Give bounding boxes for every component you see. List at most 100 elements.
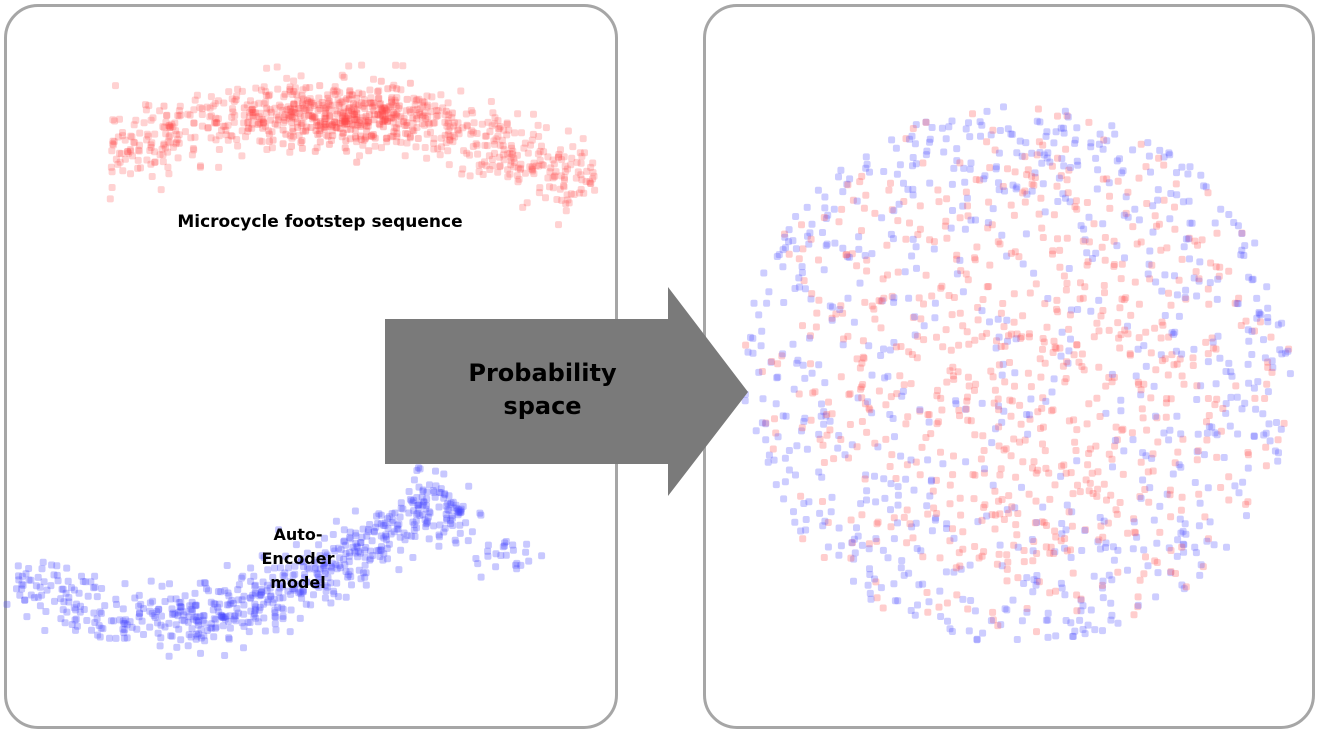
red-cluster-point	[109, 140, 117, 148]
mixed-red-point	[912, 458, 920, 466]
blue-cluster-point	[186, 602, 194, 610]
red-cluster-point	[307, 112, 315, 120]
red-cluster-point	[367, 132, 375, 140]
mixed-red-point	[1012, 473, 1020, 481]
red-cluster-point	[364, 118, 371, 126]
mixed-blue-point	[829, 303, 837, 311]
mixed-blue-point	[1173, 552, 1181, 560]
red-cluster-point	[242, 133, 249, 141]
mixed-blue-point	[1081, 527, 1089, 534]
blue-cluster-point	[50, 571, 58, 579]
mixed-red-point	[1121, 326, 1129, 334]
mixed-blue-point	[902, 475, 910, 483]
mixed-blue-point	[1014, 543, 1022, 551]
mixed-red-point	[1174, 448, 1182, 456]
blue-cluster-point	[414, 501, 422, 509]
mixed-red-point	[1054, 235, 1061, 243]
mixed-blue-point	[1190, 345, 1198, 353]
blue-cluster-point	[209, 606, 217, 614]
red-cluster-point	[489, 109, 497, 117]
blue-cluster-point	[366, 556, 374, 564]
mixed-blue-point	[1193, 448, 1201, 456]
mixed-red-point	[1073, 607, 1081, 615]
mixed-blue-point	[945, 123, 953, 131]
blue-cluster-point	[450, 504, 458, 512]
blue-cluster-point	[98, 585, 106, 592]
mixed-blue-point	[1096, 130, 1104, 138]
mixed-blue-point	[830, 205, 838, 213]
blue-cluster-point	[247, 564, 255, 572]
mixed-blue-point	[1135, 216, 1143, 224]
mixed-red-point	[873, 520, 881, 528]
mixed-blue-point	[848, 441, 856, 449]
mixed-red-point	[1042, 543, 1050, 551]
blue-cluster-point	[201, 579, 208, 586]
mixed-blue-point	[1087, 143, 1095, 151]
mixed-blue-point	[1209, 338, 1217, 346]
blue-cluster-point	[327, 579, 335, 587]
red-cluster-point	[300, 95, 307, 103]
blue-cluster-point	[276, 594, 284, 602]
mixed-red-point	[1180, 380, 1188, 388]
mixed-blue-point	[1181, 520, 1189, 528]
blue-cluster-point	[437, 485, 445, 493]
mixed-red-point	[1038, 518, 1046, 526]
red-cluster-point	[340, 73, 348, 81]
red-cluster-point	[352, 116, 360, 124]
red-cluster-point	[264, 127, 272, 135]
mixed-red-point	[955, 341, 963, 349]
blue-cluster-point	[97, 609, 105, 617]
mixed-red-point	[989, 373, 997, 381]
blue-cluster-point	[156, 642, 164, 650]
red-cluster-point	[357, 135, 365, 143]
mixed-red-point	[1161, 355, 1169, 363]
blue-cluster-caption: Auto- Encoder model	[261, 525, 335, 592]
mixed-red-point	[1242, 500, 1250, 508]
red-cluster-point	[142, 106, 150, 114]
mixed-blue-point	[1084, 621, 1092, 629]
mixed-red-point	[1165, 289, 1172, 297]
red-cluster-point	[551, 173, 559, 181]
blue-cluster-point	[231, 612, 238, 620]
blue-cluster-point	[477, 511, 485, 519]
red-cluster-point	[263, 104, 271, 112]
red-cluster-point	[190, 119, 198, 127]
mixed-blue-point	[904, 185, 912, 193]
red-cluster-point	[419, 98, 427, 106]
mixed-blue-point	[911, 313, 919, 321]
blue-cluster-point	[313, 582, 321, 590]
blue-cluster-point	[140, 631, 147, 638]
mixed-red-point	[856, 178, 864, 186]
mixed-red-point	[964, 276, 972, 284]
blue-cluster-point	[88, 626, 95, 634]
mixed-red-point	[1166, 486, 1174, 494]
mixed-blue-point	[981, 465, 988, 473]
mixed-red-point	[903, 539, 911, 547]
mixed-blue-point	[911, 331, 919, 339]
mixed-red-point	[1202, 338, 1210, 346]
red-cluster-point	[160, 124, 168, 131]
blue-cluster-point	[304, 564, 312, 572]
blue-cluster-point	[177, 603, 185, 611]
red-cluster-point	[166, 124, 174, 131]
red-cluster-point	[517, 160, 525, 168]
mixed-red-point	[964, 373, 972, 381]
red-cluster-point	[430, 135, 438, 143]
red-cluster-point	[293, 118, 301, 126]
blue-cluster-point	[150, 612, 158, 620]
mixed-blue-point	[1044, 609, 1052, 617]
red-cluster-point	[114, 160, 122, 168]
blue-cluster-point	[212, 624, 219, 632]
mixed-blue-point	[767, 358, 775, 366]
mixed-red-point	[1171, 203, 1178, 211]
blue-cluster-point	[199, 616, 207, 624]
red-cluster-point	[191, 96, 199, 104]
mixed-blue-point	[1203, 537, 1211, 545]
blue-cluster-point	[250, 572, 258, 580]
blue-cluster-point	[73, 622, 81, 630]
mixed-blue-point	[828, 316, 836, 324]
mixed-blue-point	[1263, 283, 1271, 291]
red-cluster-point	[339, 112, 347, 120]
red-cluster-point	[449, 132, 457, 139]
mixed-red-point	[1135, 380, 1143, 388]
